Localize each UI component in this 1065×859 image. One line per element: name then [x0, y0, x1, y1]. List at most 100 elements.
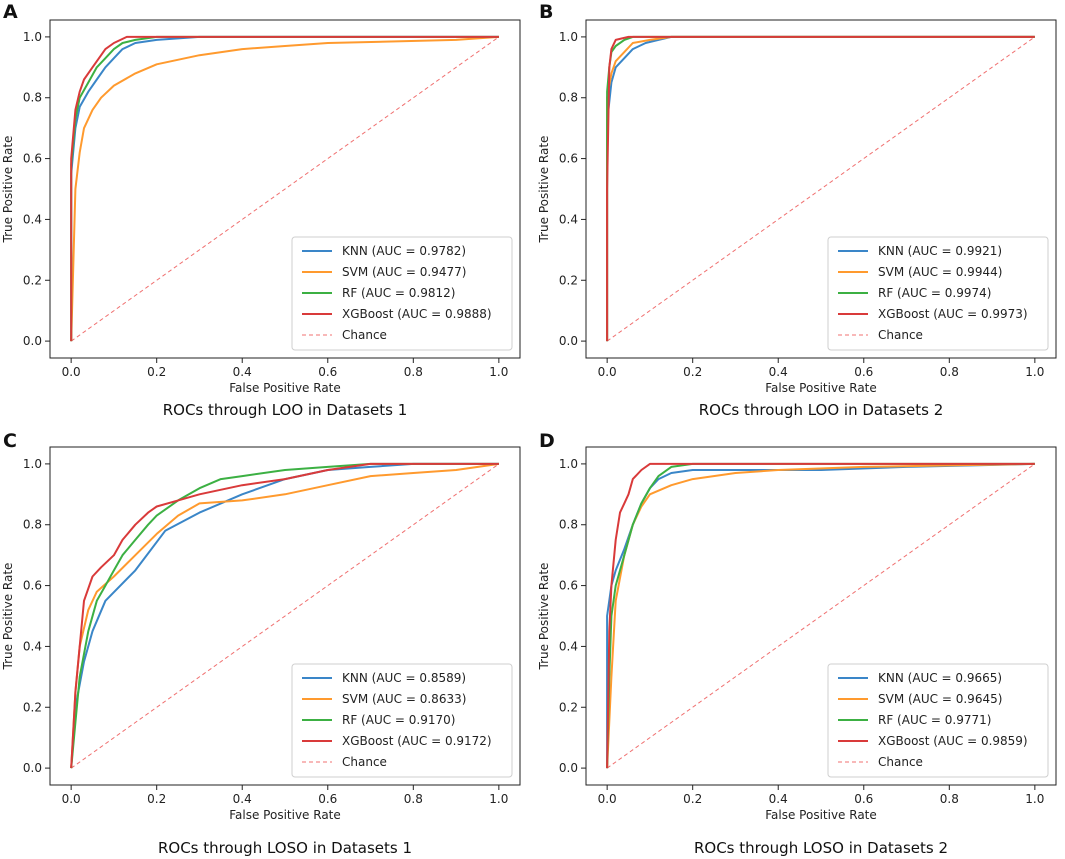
series-line-xgboost	[70, 462, 499, 769]
legend-entry: Chance	[342, 328, 387, 342]
x-tick-label: 0.6	[854, 365, 873, 379]
x-tick-label: 0.0	[62, 792, 81, 806]
series-line-svm	[606, 462, 1035, 769]
y-tick-label: 0.0	[23, 334, 42, 348]
series-line-chance	[606, 463, 1036, 769]
x-tick-label: 0.0	[598, 365, 617, 379]
y-tick-label: 0.6	[559, 579, 578, 593]
series-line-svm	[70, 35, 499, 342]
chart-title: ROCs through LOSO in Datasets 1	[158, 839, 412, 857]
x-tick-label: 0.2	[683, 365, 702, 379]
chart-panel-D: D 0.0 0.2 0.4 0.6 0.8 1.0 0.0 0.2 0.4 0.6 0.8 1.0 Fal…	[537, 430, 1057, 857]
legend-entry: SVM (AUC = 0.9645)	[878, 692, 1002, 706]
y-tick-label: 0.2	[559, 700, 578, 714]
legend-entry: SVM (AUC = 0.9477)	[342, 265, 466, 279]
x-tick-label: 0.4	[769, 792, 788, 806]
plot-frame	[49, 446, 521, 786]
legend-entry: SVM (AUC = 0.9944)	[878, 265, 1002, 279]
x-tick-label: 0.0	[62, 365, 81, 379]
x-tick-label: 0.6	[854, 792, 873, 806]
x-axis-label: False Positive Rate	[765, 808, 877, 822]
series-line-knn	[70, 462, 499, 769]
series-line-xgboost	[606, 35, 1035, 342]
x-tick-label: 0.6	[318, 365, 337, 379]
legend-entry: RF (AUC = 0.9812)	[342, 286, 455, 300]
plot-frame	[585, 19, 1057, 359]
legend-entry: XGBoost (AUC = 0.9973)	[878, 307, 1028, 321]
x-tick-label: 1.0	[489, 792, 508, 806]
y-tick-label: 0.6	[23, 152, 42, 166]
x-tick-label: 0.2	[147, 792, 166, 806]
legend-entry: RF (AUC = 0.9771)	[878, 713, 991, 727]
panel-label: D	[539, 430, 555, 452]
legend-entry: Chance	[342, 755, 387, 769]
y-tick-label: 0.0	[559, 334, 578, 348]
y-tick-label: 0.4	[559, 639, 578, 653]
y-tick-label: 0.4	[23, 639, 42, 653]
series-line-svm	[70, 462, 500, 769]
x-tick-label: 1.0	[489, 365, 508, 379]
plot-frame	[585, 446, 1057, 786]
plot-frame	[49, 19, 521, 359]
y-tick-label: 0.4	[23, 212, 42, 226]
y-tick-label: 0.0	[559, 761, 578, 775]
legend-entry: KNN (AUC = 0.9782)	[342, 244, 466, 258]
series-line-chance	[70, 36, 500, 342]
x-tick-label: 0.8	[404, 792, 423, 806]
y-tick-label: 1.0	[23, 457, 42, 471]
y-axis-label: True Positive Rate	[537, 136, 551, 244]
y-tick-label: 0.8	[559, 91, 578, 105]
legend-box	[291, 236, 513, 351]
x-tick-label: 0.0	[598, 792, 617, 806]
y-tick-label: 0.4	[559, 212, 578, 226]
chart-panel-B: B 0.0 0.2 0.4 0.6 0.8 1.0 0.0 0.2 0.4 0.6 0.8 1.0 Fal…	[537, 1, 1057, 419]
series-line-xgboost	[70, 35, 499, 342]
legend-entry: RF (AUC = 0.9170)	[342, 713, 455, 727]
x-axis-label: False Positive Rate	[229, 808, 341, 822]
series-line-chance	[70, 463, 500, 769]
legend-entry: KNN (AUC = 0.8589)	[342, 671, 466, 685]
panel-label: A	[3, 1, 18, 23]
y-tick-label: 0.2	[23, 700, 42, 714]
y-tick-label: 0.6	[23, 579, 42, 593]
x-tick-label: 1.0	[1025, 365, 1044, 379]
panel-label: C	[3, 430, 17, 452]
y-tick-label: 0.2	[559, 273, 578, 287]
x-axis-label: False Positive Rate	[229, 381, 341, 395]
chart-title: ROCs through LOO in Datasets 1	[163, 401, 408, 419]
y-tick-label: 0.8	[23, 91, 42, 105]
y-tick-label: 0.0	[23, 761, 42, 775]
legend-box	[291, 663, 513, 778]
y-axis-label: True Positive Rate	[1, 136, 15, 244]
y-tick-label: 0.8	[559, 518, 578, 532]
x-tick-label: 1.0	[1025, 792, 1044, 806]
y-tick-label: 0.2	[23, 273, 42, 287]
x-tick-label: 0.8	[940, 365, 959, 379]
panel-label: B	[539, 1, 553, 23]
x-tick-label: 0.4	[233, 365, 252, 379]
x-tick-label: 0.8	[404, 365, 423, 379]
x-tick-label: 0.8	[940, 792, 959, 806]
legend-entry: Chance	[878, 755, 923, 769]
y-tick-label: 1.0	[559, 30, 578, 44]
legend-entry: Chance	[878, 328, 923, 342]
y-tick-label: 0.6	[559, 152, 578, 166]
chart-title: ROCs through LOO in Datasets 2	[699, 401, 944, 419]
x-tick-label: 0.4	[769, 365, 788, 379]
legend-entry: XGBoost (AUC = 0.9859)	[878, 734, 1028, 748]
legend-box	[827, 663, 1049, 778]
x-tick-label: 0.2	[683, 792, 702, 806]
series-line-rf	[606, 462, 1035, 769]
y-axis-label: True Positive Rate	[537, 563, 551, 671]
x-axis-label: False Positive Rate	[765, 381, 877, 395]
y-tick-label: 0.8	[23, 518, 42, 532]
y-tick-label: 1.0	[559, 457, 578, 471]
y-axis-label: True Positive Rate	[1, 563, 15, 671]
x-tick-label: 0.4	[233, 792, 252, 806]
series-line-chance	[606, 36, 1036, 342]
x-tick-label: 0.6	[318, 792, 337, 806]
chart-panel-C: C 0.0 0.2 0.4 0.6 0.8 1.0 0.0 0.2 0.4 0.6 0.8 1.0 Fal…	[1, 430, 521, 857]
legend-entry: XGBoost (AUC = 0.9888)	[342, 307, 492, 321]
x-tick-label: 0.2	[147, 365, 166, 379]
